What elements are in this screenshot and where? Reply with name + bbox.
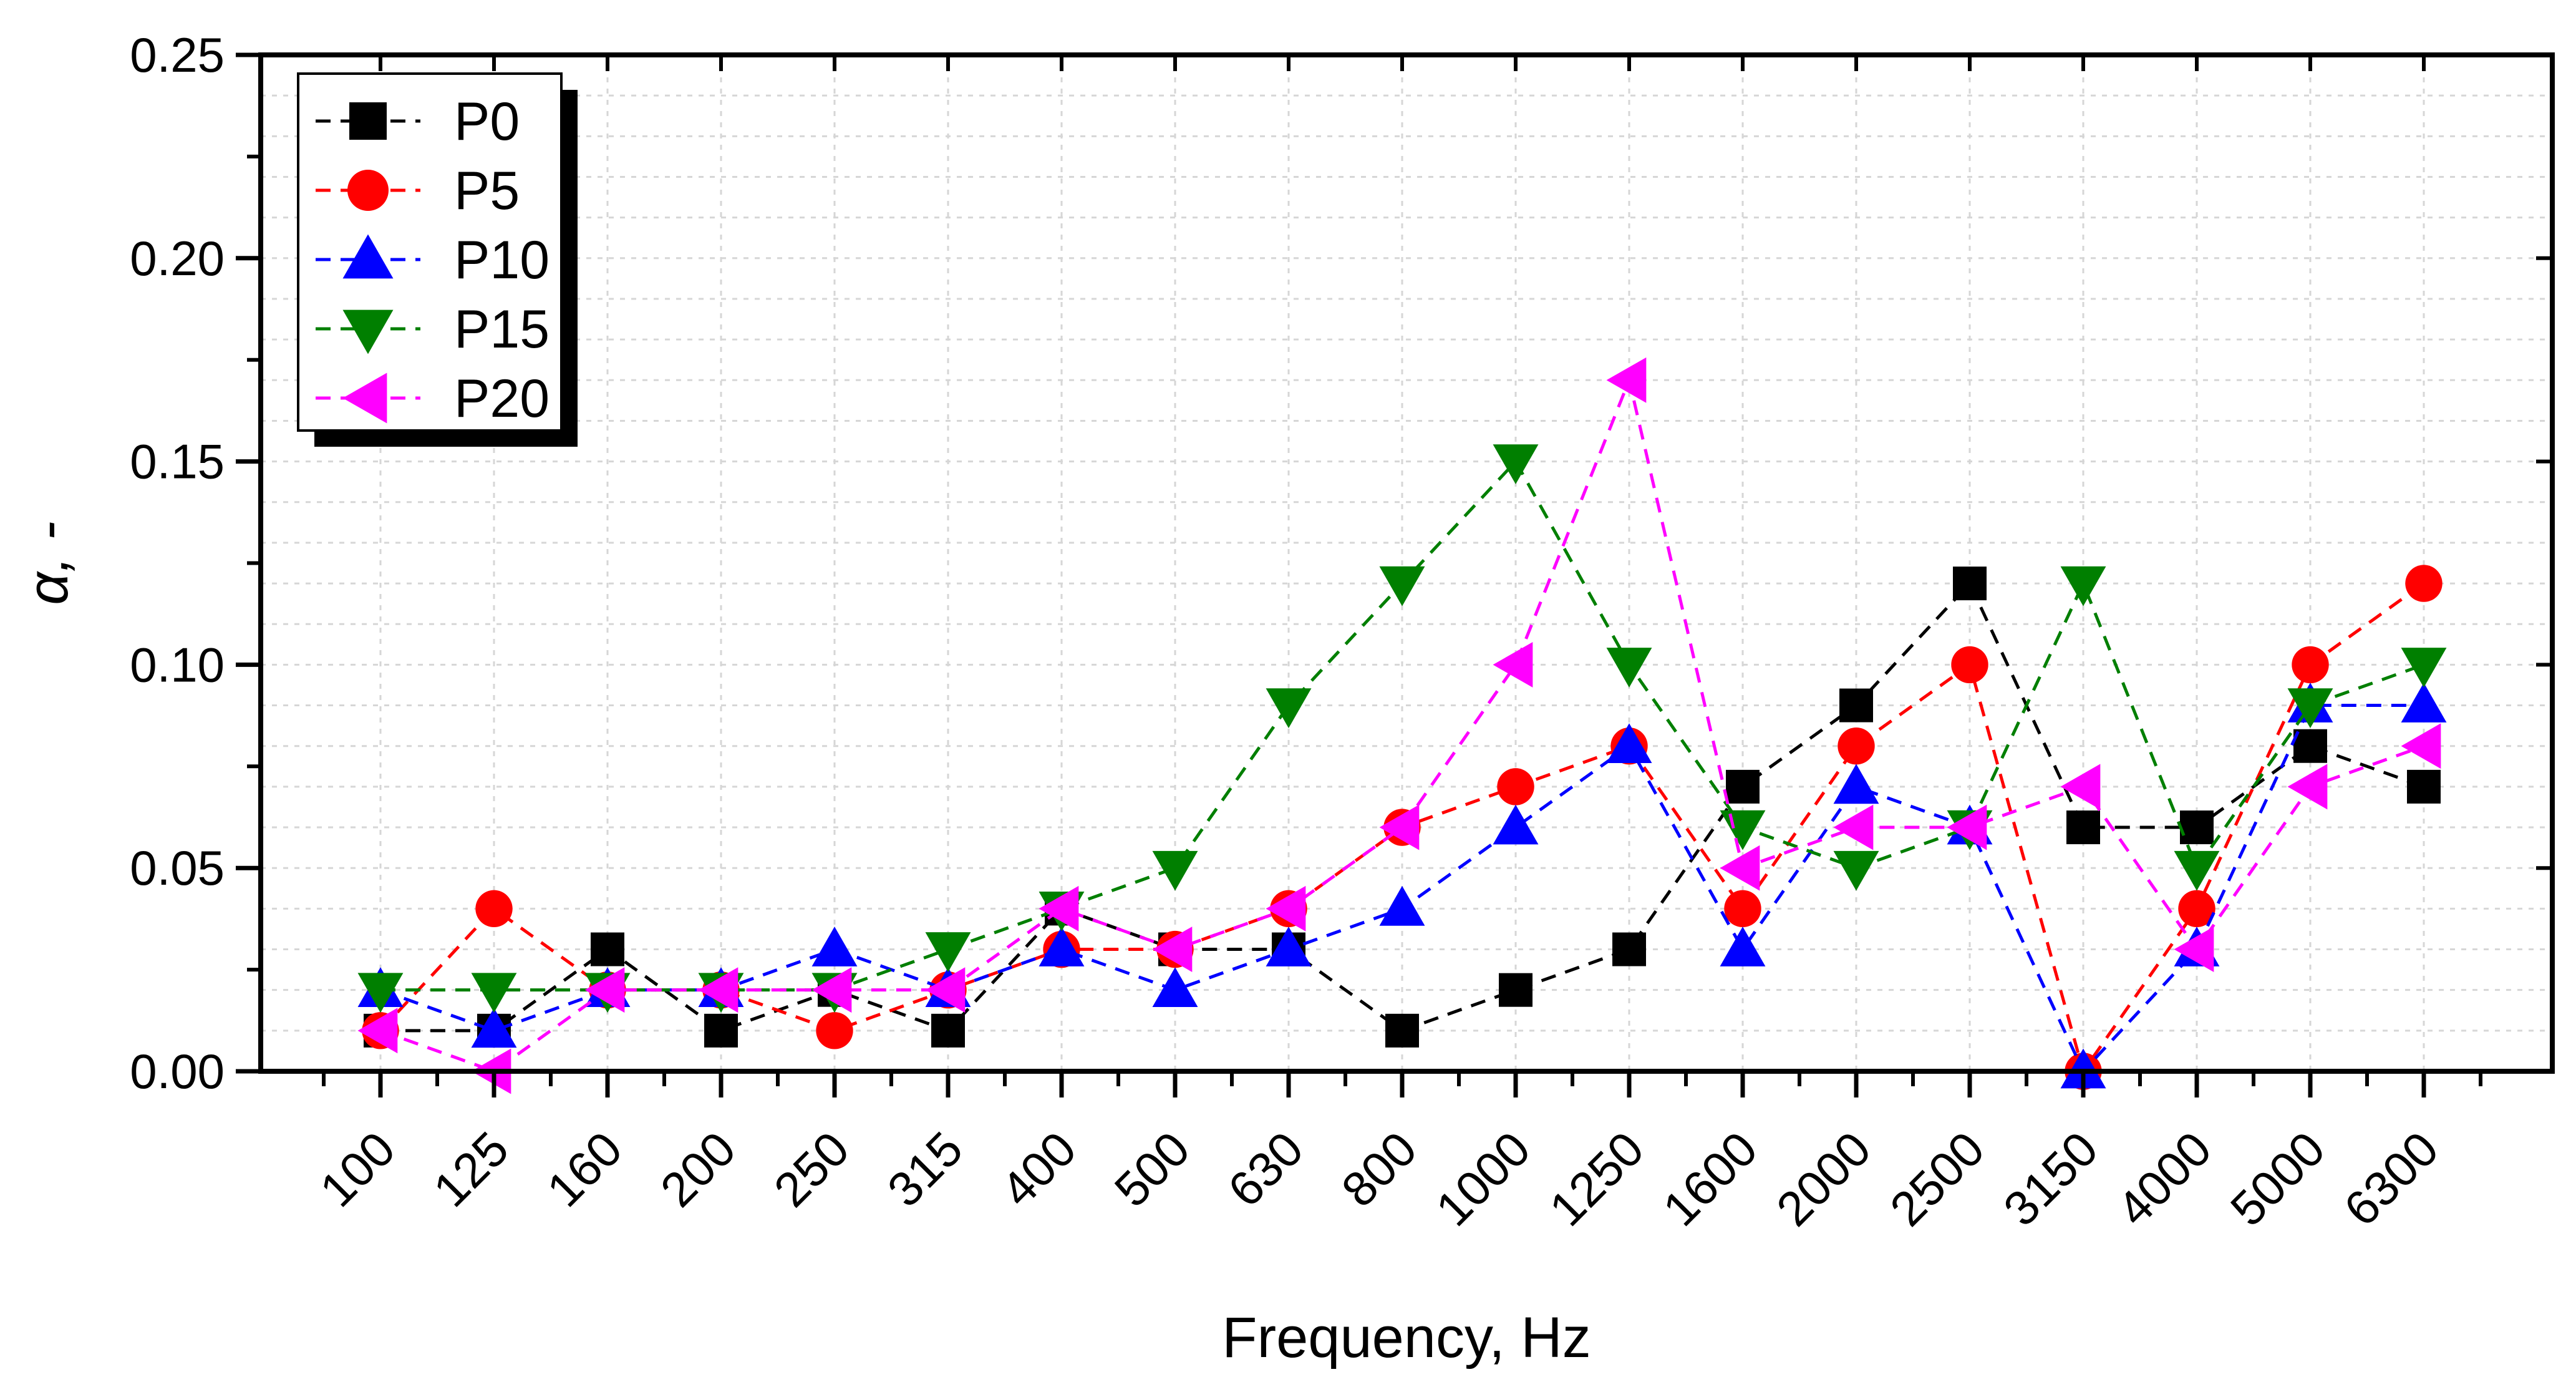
data-point-p0 <box>931 1013 965 1048</box>
data-point-p0 <box>1612 932 1646 966</box>
data-point-p5 <box>475 890 513 928</box>
x-axis-title: Frequency, Hz <box>1222 1306 1591 1370</box>
data-point-p5 <box>2178 890 2215 928</box>
data-point-p15 <box>471 973 517 1013</box>
data-point-p15 <box>925 932 971 972</box>
data-point-p15 <box>2287 688 2333 729</box>
y-tick-label: 0.05 <box>130 840 225 895</box>
data-point-p10 <box>2401 683 2447 723</box>
data-point-p10 <box>1606 723 1652 764</box>
legend-marker-p0 <box>349 102 387 140</box>
legend-box <box>297 72 563 432</box>
legend-marker-p10 <box>342 234 394 279</box>
data-point-p5 <box>1724 890 1761 928</box>
y-axis-title: α, - <box>16 521 80 605</box>
data-point-p0 <box>591 932 624 966</box>
legend-label-p10: P10 <box>454 230 550 290</box>
data-point-p20 <box>1266 885 1306 932</box>
y-tick-label: 0.25 <box>130 27 225 82</box>
data-point-p0 <box>2293 729 2327 763</box>
data-point-p10 <box>1039 927 1085 966</box>
series-p10 <box>357 683 2447 1089</box>
data-point-p20 <box>811 967 852 1013</box>
data-point-p20 <box>698 967 738 1013</box>
data-point-p20 <box>1606 357 1647 403</box>
data-point-p15 <box>1152 850 1198 891</box>
data-point-p5 <box>1838 727 1875 765</box>
data-point-p20 <box>1833 804 1874 850</box>
legend-label-p15: P15 <box>454 299 550 359</box>
y-tick-label: 0.00 <box>130 1044 225 1099</box>
data-point-p0 <box>2180 810 2214 845</box>
y-tick-label: 0.10 <box>130 637 225 692</box>
y-tick-label: 0.15 <box>130 434 225 489</box>
legend-marker-p5 <box>347 170 389 211</box>
data-point-p15 <box>357 973 404 1013</box>
data-point-p20 <box>357 1008 398 1054</box>
data-point-p0 <box>1839 688 1873 723</box>
data-point-p20 <box>1152 927 1193 972</box>
legend-label-p20: P20 <box>454 369 550 429</box>
data-point-p10 <box>1379 885 1425 926</box>
data-point-p10 <box>1493 804 1539 845</box>
legend-marker-p15 <box>342 309 394 354</box>
data-point-p10 <box>1266 927 1312 966</box>
data-point-p20 <box>1493 641 1533 688</box>
legend-label-p5: P5 <box>454 161 520 221</box>
legend-marker-p20 <box>342 372 387 424</box>
data-point-p5 <box>816 1012 853 1049</box>
data-point-p20 <box>2401 723 2441 769</box>
data-point-p0 <box>2066 810 2100 845</box>
data-point-p0 <box>1385 1013 1419 1048</box>
data-point-p20 <box>925 967 966 1013</box>
data-point-p15 <box>2174 850 2220 891</box>
series-p20 <box>357 357 2441 1094</box>
data-point-p20 <box>1039 885 1079 932</box>
data-point-p20 <box>1947 804 1987 850</box>
data-point-p15 <box>1493 444 1539 485</box>
data-point-p5 <box>2405 565 2443 602</box>
data-point-p20 <box>1379 804 1420 850</box>
legend: P0 P5 P10 P15 P20 <box>297 72 578 447</box>
data-point-p10 <box>1833 764 1879 804</box>
data-point-p20 <box>2287 764 2328 810</box>
data-point-p10 <box>1720 927 1766 966</box>
data-point-p20 <box>2174 927 2214 972</box>
data-point-p5 <box>1951 646 1988 684</box>
data-point-p20 <box>584 967 625 1013</box>
y-tick-label: 0.20 <box>130 231 225 286</box>
data-point-p5 <box>1497 768 1534 805</box>
data-point-p0 <box>1953 567 1987 601</box>
data-point-p0 <box>1726 769 1760 804</box>
data-point-p15 <box>1833 850 1879 891</box>
legend-label-p0: P0 <box>454 92 520 152</box>
data-point-p20 <box>2060 764 2101 810</box>
series-group <box>357 357 2447 1094</box>
data-point-p0 <box>704 1013 738 1048</box>
data-point-p0 <box>2407 769 2441 804</box>
data-point-p10 <box>2060 1048 2106 1089</box>
data-point-p15 <box>1379 566 1425 606</box>
data-point-p15 <box>2401 648 2447 688</box>
data-point-p10 <box>1152 967 1198 1008</box>
data-point-p15 <box>1606 648 1652 688</box>
data-point-p10 <box>811 927 858 966</box>
data-point-p15 <box>2060 566 2106 606</box>
grid <box>261 55 2552 1071</box>
data-point-p5 <box>2292 646 2329 684</box>
data-point-p0 <box>1499 973 1533 1007</box>
data-point-p20 <box>1720 845 1760 891</box>
data-point-p10 <box>471 1008 517 1048</box>
data-point-p15 <box>1266 688 1312 729</box>
